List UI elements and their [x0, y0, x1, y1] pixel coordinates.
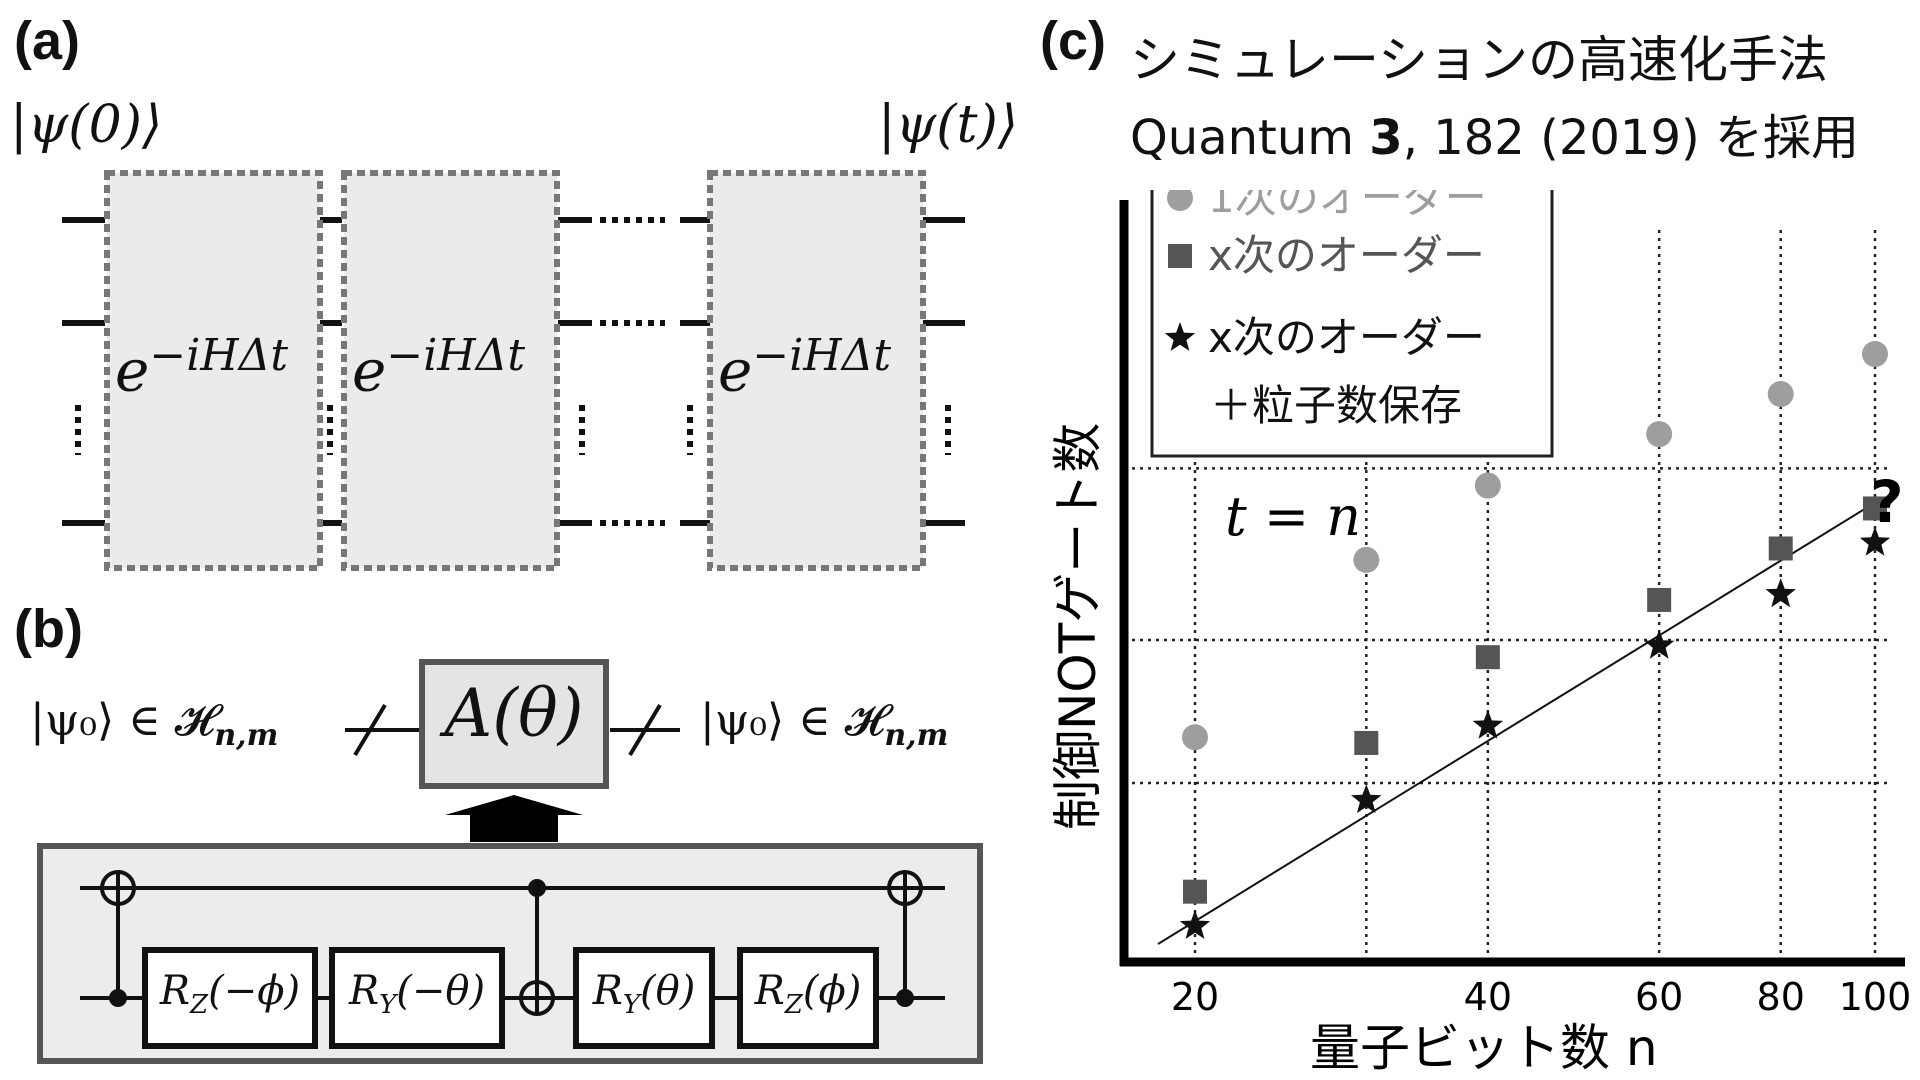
- point-star-100: [1859, 526, 1891, 556]
- gate-1-label: RZ(−ϕ): [159, 968, 301, 1020]
- point-square-40: [1475, 645, 1500, 670]
- state-psi0-left: |ψ₀⟩ ∈ 𝓗n,m: [30, 695, 279, 753]
- x-axis-label: 量子ビット数 n: [1310, 1019, 1658, 1070]
- x-tick-80: 80: [1757, 975, 1805, 1019]
- evolution-block-2: [341, 170, 560, 571]
- legend-label-0: 1次のオーダー: [1208, 190, 1487, 222]
- point-circle-100: [1862, 341, 1888, 367]
- state-psi-t: |ψ(t)⟩: [878, 95, 1019, 155]
- legend-label-3: ＋粒子数保存: [1210, 381, 1462, 430]
- point-circle-30: [1353, 546, 1380, 573]
- point-star-40: [1472, 709, 1504, 739]
- point-star-20: [1179, 910, 1211, 939]
- point-star-30: [1351, 784, 1382, 814]
- block-label-2: e−iHΔt: [352, 330, 526, 405]
- evolution-block-3: [707, 170, 926, 571]
- legend-label-1: x次のオーダー: [1208, 231, 1485, 280]
- gate-3-label: RY(θ): [592, 968, 696, 1020]
- gate-4-label: RZ(ϕ): [754, 968, 862, 1020]
- gate-rz-neg-phi: [142, 947, 318, 1049]
- fit-line: [1157, 501, 1877, 945]
- control-dot-2: [528, 879, 546, 897]
- legend-marker-0: [1167, 190, 1193, 211]
- point-square-20: [1183, 879, 1207, 904]
- point-square-80: [1768, 536, 1793, 561]
- y-axis-label: 制御NOTゲート数: [1049, 423, 1107, 830]
- point-square-30: [1354, 730, 1379, 755]
- x-tick-40: 40: [1464, 975, 1512, 1019]
- block-label-1: e−iHΔt: [115, 330, 289, 405]
- panel-a-label: (a): [14, 11, 80, 71]
- operator-label: A(θ): [444, 675, 584, 752]
- x-tick-100: 100: [1839, 975, 1912, 1019]
- operator-box: [419, 659, 609, 789]
- legend: 1次のオーダー x次のオーダー x次のオーダー ＋粒子数保存: [1150, 190, 1554, 458]
- panel-c-label: (c): [1040, 11, 1106, 71]
- point-square-100: [1863, 496, 1887, 521]
- control-dot-1: [109, 989, 127, 1007]
- point-star-60: [1644, 629, 1675, 659]
- point-star-80: [1765, 578, 1796, 608]
- x-tick-60: 60: [1635, 975, 1683, 1019]
- gate-count-chart: 20 40 60 80 100 ? t = n 量子ビット数 n 制御NOTゲート数 1…: [1049, 190, 1912, 1070]
- legend-box: [1150, 190, 1554, 458]
- panel-b-diagram: [37, 659, 983, 1064]
- up-arrow: [445, 795, 583, 842]
- title-line-1: シミュレーションの高速化手法: [1130, 31, 1828, 89]
- gate-ry-neg-theta: [329, 947, 505, 1049]
- x-tick-20: 20: [1171, 975, 1219, 1019]
- gate-2-label: RY(−θ): [348, 968, 486, 1020]
- block-label-3: e−iHΔt: [718, 330, 892, 405]
- point-circle-80: [1767, 381, 1794, 408]
- panel-b-label: (b): [14, 599, 83, 659]
- point-circle-20: [1182, 724, 1208, 751]
- point-circle-60: [1646, 421, 1673, 448]
- question-mark: ?: [1870, 468, 1904, 536]
- gate-ry-theta: [573, 947, 715, 1049]
- gate-rz-phi: [737, 947, 879, 1049]
- state-psi-0: |ψ(0)⟩: [10, 95, 163, 155]
- legend-marker-1: [1168, 244, 1192, 268]
- evolution-block-1: [104, 170, 323, 571]
- legend-marker-2: [1164, 322, 1196, 351]
- legend-label-2: x次のオーダー: [1208, 313, 1485, 362]
- state-psi0-right: |ψ₀⟩ ∈ 𝓗n,m: [700, 695, 949, 753]
- point-circle-40: [1474, 472, 1501, 499]
- panel-a-circuit: [62, 170, 965, 571]
- title-line-2: Quantum 3, 182 (2019) を採用: [1130, 110, 1859, 166]
- wire-dots: [75, 217, 951, 526]
- annotation-t-eq-n: t = n: [1225, 485, 1361, 548]
- point-square-60: [1647, 587, 1672, 612]
- control-dot-3: [896, 989, 914, 1007]
